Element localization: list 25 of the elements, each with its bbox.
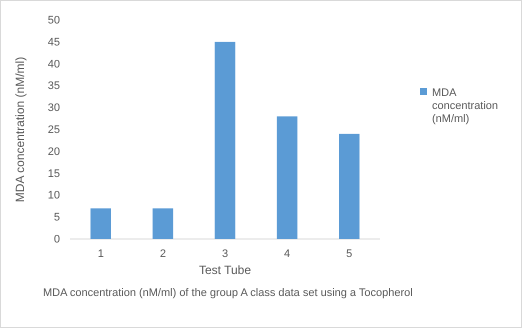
x-tick-label: 3 (222, 248, 228, 260)
y-tick-label: 10 (48, 190, 60, 202)
y-tick-label: 0 (54, 234, 60, 246)
text: MDA concentration (nM/ml) of the group A class data set using a Tocopherol (43, 287, 413, 299)
y-tick-label: 30 (48, 102, 60, 114)
x-tick-label: 2 (160, 248, 166, 260)
bar (90, 208, 111, 239)
bar (152, 208, 174, 239)
x-tick-label: 4 (284, 248, 290, 260)
y-tick-label: 35 (48, 80, 60, 92)
y-tick-label: 40 (48, 58, 60, 70)
legend-label: MDA concentration (nM/ml) (432, 87, 498, 125)
x-axis-title: Test Tube (198, 263, 252, 277)
y-tick-label: 20 (48, 146, 60, 158)
y-tick-label: 25 (48, 124, 60, 136)
bar (339, 134, 360, 239)
bar (276, 116, 298, 239)
y-tick-label: 15 (48, 168, 60, 180)
x-tick-label: 5 (346, 248, 352, 260)
y-tick-label: 50 (48, 14, 60, 27)
x-tick-label: 1 (98, 248, 104, 260)
y-tick-label: 5 (54, 212, 60, 224)
bar (214, 42, 236, 239)
y-axis-title: MDA concentration (nM/ml) (13, 56, 27, 202)
y-tick-label: 45 (48, 36, 60, 48)
